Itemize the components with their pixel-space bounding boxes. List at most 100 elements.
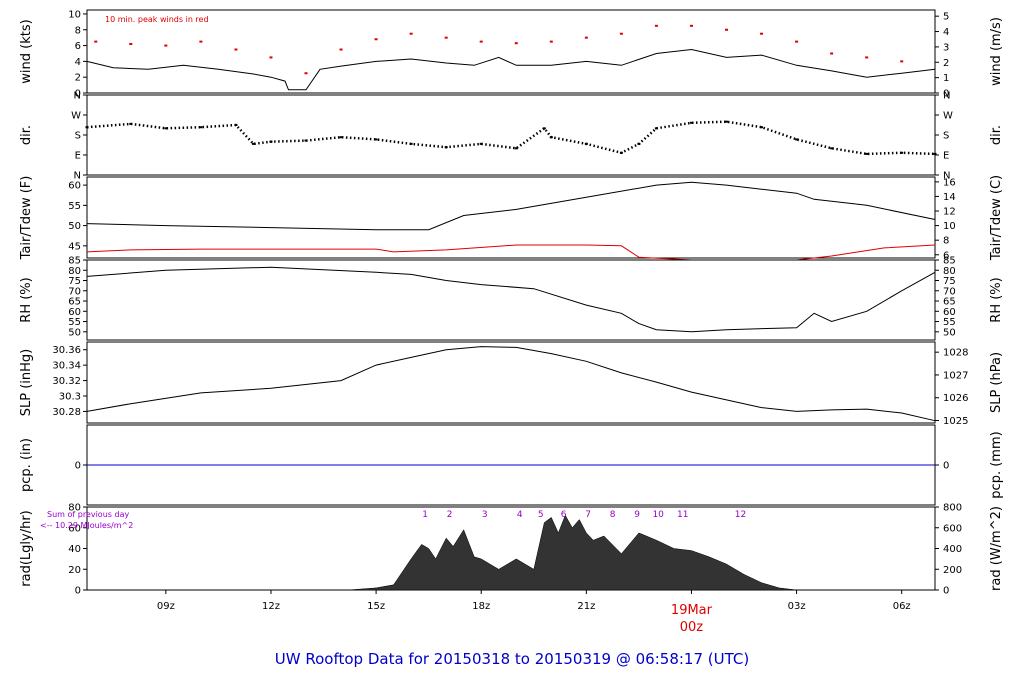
xtick-label: 03z: [788, 601, 806, 612]
ytick-label-right: 0: [943, 89, 949, 100]
ytick-label-left: 6: [75, 41, 81, 52]
data-point-peak: [94, 40, 98, 43]
rad-hour-marker: 3: [482, 510, 488, 520]
data-point-peak: [199, 40, 203, 43]
ytick-label-right: 80: [943, 266, 956, 277]
xtick-label: 15z: [367, 601, 385, 612]
ytick-label-left: 55: [68, 317, 81, 328]
data-point-direction: [374, 138, 378, 141]
ytick-label-left: E: [75, 151, 81, 162]
ytick-label-right: 4: [943, 27, 949, 38]
panel-frame-wind: [86, 9, 936, 94]
ylabel-right-slp: SLP (hPa): [989, 352, 1004, 413]
data-point-peak: [444, 36, 448, 39]
series-RH: [86, 266, 936, 333]
xtick-label: 21z: [577, 601, 595, 612]
ytick-label-right: 75: [943, 276, 956, 287]
data-point-peak: [689, 24, 693, 27]
data-point-peak: [830, 52, 834, 55]
ytick-label-right: E: [943, 151, 949, 162]
data-point-peak: [584, 36, 588, 39]
rad-hour-marker: 4: [517, 510, 523, 520]
data-point-peak: [234, 48, 238, 51]
data-point-direction: [339, 136, 343, 139]
rad-hour-marker: 12: [735, 510, 746, 520]
rad-hour-marker: 1: [422, 510, 428, 520]
data-point-peak: [164, 44, 168, 47]
ytick-label-left: 80: [68, 266, 81, 277]
ytick-label-left: 30.32: [52, 376, 81, 387]
rad-hour-marker: 2: [447, 510, 453, 520]
ytick-label-right: 85: [943, 256, 956, 267]
ytick-label-right: 800: [943, 503, 962, 514]
rad-hour-marker: 7: [585, 510, 591, 520]
ylabel-left-temp: Tair/Tdew (F): [19, 176, 34, 261]
ytick-label-right: 1028: [943, 348, 968, 359]
ytick-label-right: 55: [943, 317, 956, 328]
ytick-label-left: 60: [68, 307, 81, 318]
data-point-direction: [933, 152, 937, 155]
ylabel-left-pcp: pcp. (in): [19, 438, 34, 492]
data-point-peak: [549, 40, 553, 43]
ytick-label-left: N: [74, 91, 81, 102]
data-point-direction: [542, 127, 546, 130]
ylabel-right-temp: Tair/Tdew (C): [989, 175, 1004, 261]
data-point-direction: [479, 142, 483, 145]
ytick-label-right: 6: [943, 250, 949, 261]
data-point-peak: [269, 56, 273, 59]
panel-frame-temp: [86, 176, 936, 259]
data-point-direction: [85, 126, 89, 129]
data-point-direction: [304, 139, 308, 142]
ytick-label-left: 65: [68, 297, 81, 308]
ytick-label-left: 10: [68, 9, 81, 20]
ytick-label-left: 0: [75, 586, 81, 597]
panel-frame-rh: [86, 259, 936, 341]
ytick-label-left: 30.28: [52, 407, 81, 418]
data-point-direction: [199, 126, 203, 129]
data-point-direction: [164, 127, 168, 130]
ytick-label-left: 50: [68, 327, 81, 338]
ytick-label-right: 3: [943, 42, 949, 53]
ytick-label-left: 75: [68, 276, 81, 287]
ytick-label-left: W: [71, 111, 81, 122]
series-radiation: [87, 514, 935, 591]
ytick-label-left: 30.3: [59, 392, 81, 403]
ytick-label-right: 5: [943, 12, 949, 23]
ytick-label-left: 0: [75, 89, 81, 100]
ytick-label-left: 55: [68, 201, 81, 212]
series-Tair: [86, 181, 936, 231]
ytick-label-right: 16: [943, 177, 956, 188]
ylabel-right-rad: rad (W/m^2): [989, 506, 1004, 591]
data-point-peak: [619, 32, 623, 35]
data-point-direction: [654, 127, 658, 130]
ytick-label-left: 30.34: [52, 361, 81, 372]
ytick-label-left: 60: [68, 181, 81, 192]
data-point-direction: [830, 147, 834, 150]
ytick-label-right: 12: [943, 207, 956, 218]
ytick-label-left: 40: [68, 544, 81, 555]
ytick-label-right: 1: [943, 73, 949, 84]
day-hour-label: 00z: [680, 620, 704, 635]
ytick-label-left: 85: [68, 256, 81, 267]
ylabel-left-slp: SLP (inHg): [19, 349, 34, 417]
ytick-label-left: 8: [75, 25, 81, 36]
ytick-label-right: 70: [943, 286, 956, 297]
ytick-label-right: 600: [943, 523, 962, 534]
data-point-direction: [760, 126, 764, 129]
ylabel-left-rh: RH (%): [19, 277, 34, 322]
xtick-label: 09z: [157, 601, 175, 612]
data-point-peak: [760, 32, 764, 35]
ytick-label-right: N: [943, 91, 950, 102]
ytick-label-right: 10: [943, 221, 956, 232]
data-point-peak: [374, 38, 378, 41]
ytick-label-right: 60: [943, 307, 956, 318]
data-point-peak: [865, 56, 869, 59]
ytick-label-right: 2: [943, 58, 949, 69]
data-point-direction: [409, 142, 413, 145]
ytick-label-left: 20: [68, 565, 81, 576]
rad-hour-marker: 9: [634, 510, 640, 520]
data-point-direction: [514, 147, 518, 150]
data-point-peak: [900, 60, 904, 63]
ytick-label-right: 1026: [943, 393, 968, 404]
ytick-label-right: 8: [943, 236, 949, 247]
